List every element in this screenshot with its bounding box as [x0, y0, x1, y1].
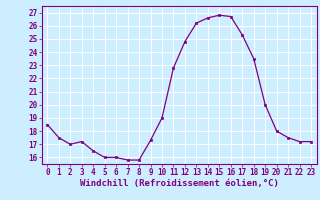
X-axis label: Windchill (Refroidissement éolien,°C): Windchill (Refroidissement éolien,°C) — [80, 179, 279, 188]
